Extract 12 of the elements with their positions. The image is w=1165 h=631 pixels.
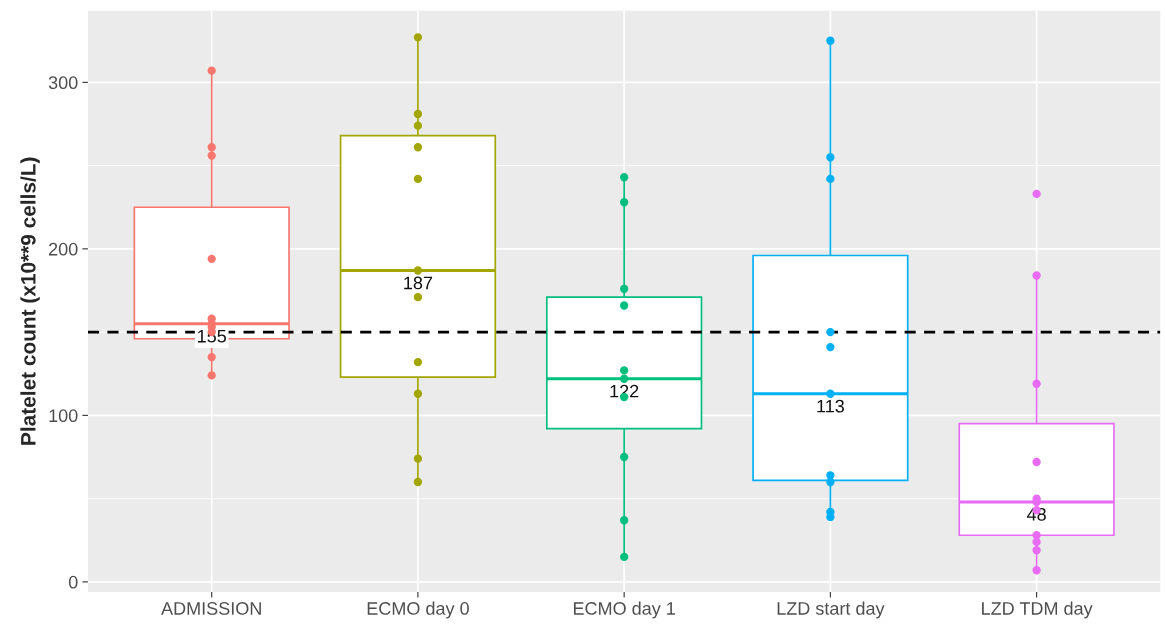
y-tick-label: 200 <box>49 242 78 256</box>
y-tick-label: 0 <box>68 575 78 589</box>
annotation: 113 <box>817 399 844 413</box>
y-tick-label: 100 <box>49 409 78 423</box>
x-tick-label: ADMISSION <box>161 602 261 615</box>
annotation: 187 <box>404 276 433 290</box>
x-tick-label: ECMO day 0 <box>367 601 469 619</box>
y-tick-label: 300 <box>48 76 78 90</box>
y-axis-title: Platelet count (x10**9 cells/L) <box>20 157 40 445</box>
x-tick-label: LZD start day <box>777 601 885 619</box>
x-tick-label: LZD TDM day <box>982 601 1093 619</box>
x-tick-label: ECMO day 1 <box>573 601 675 619</box>
